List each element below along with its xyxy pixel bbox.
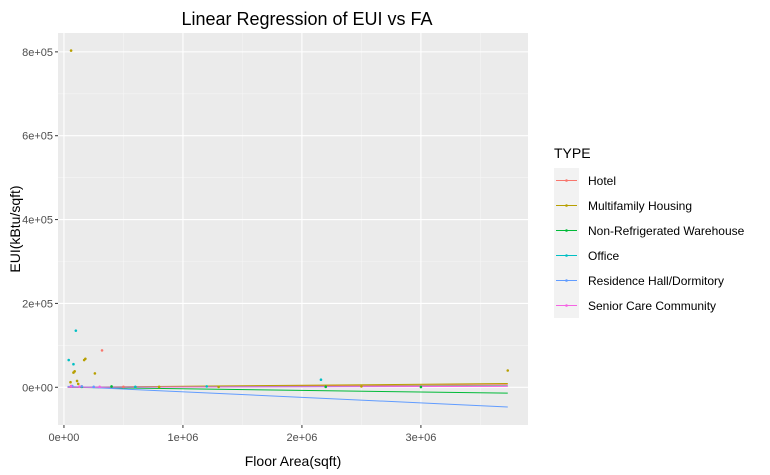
- y-axis-title: EUI(kBtu/sqft): [7, 185, 23, 272]
- data-points: [67, 49, 510, 389]
- point-non-refrigerated-warehouse: [419, 385, 423, 389]
- point-multifamily-housing: [69, 380, 72, 384]
- y-axis: 0e+00 2e+05 4e+05 6e+05 8e+05: [22, 47, 58, 394]
- x-axis-title: Floor Area(sqft): [245, 453, 341, 469]
- y-tick-label: 2e+05: [22, 298, 53, 310]
- legend-label-hotel: Hotel: [588, 174, 616, 188]
- point-multifamily-housing: [69, 49, 73, 52]
- chart-title: Linear Regression of EUI vs FA: [181, 9, 432, 29]
- y-tick-label: 4e+05: [22, 215, 53, 227]
- point-office: [134, 385, 137, 389]
- point-senior-care-community: [69, 385, 73, 388]
- y-tick-label: 6e+05: [22, 131, 53, 143]
- legend-label-office: Office: [588, 249, 619, 263]
- point-multifamily-housing: [360, 385, 363, 388]
- legend-key-point-office: [565, 254, 568, 257]
- point-multifamily-housing: [217, 385, 220, 389]
- plot-panel: [58, 33, 528, 425]
- point-office: [74, 329, 78, 332]
- regression-line-residence-hall-dormitory: [67, 385, 508, 408]
- point-residence-hall-dormitory: [92, 385, 95, 389]
- legend-label-multifamily-housing: Multifamily Housing: [588, 199, 692, 213]
- grid-minor: [58, 33, 528, 425]
- legend-key-point-residence-hall-dormitory: [565, 279, 568, 282]
- x-axis: 0e+00 1e+06 2e+06 3e+06: [48, 425, 436, 444]
- regression-line-non-refrigerated-warehouse: [67, 386, 508, 394]
- y-tick-label: 8e+05: [22, 47, 53, 59]
- point-office: [67, 358, 71, 362]
- point-office: [319, 378, 323, 382]
- point-non-refrigerated-warehouse: [324, 385, 328, 389]
- legend-title: TYPE: [554, 145, 591, 161]
- x-tick-label: 0e+00: [48, 432, 79, 444]
- legend-key-point-non-refrigerated-warehouse: [565, 229, 568, 232]
- regression-line-senior-care-community: [67, 385, 508, 388]
- point-senior-care-community: [98, 385, 101, 389]
- point-residence-hall-dormitory: [80, 385, 84, 388]
- point-multifamily-housing: [506, 369, 510, 372]
- legend: TYPE Hotel Multifamily Housing Non-Refrige…: [554, 145, 745, 318]
- point-multifamily-housing: [82, 358, 86, 362]
- x-tick-label: 3e+06: [405, 432, 436, 444]
- x-tick-label: 1e+06: [167, 432, 198, 444]
- point-senior-care-community: [78, 385, 81, 388]
- point-multifamily-housing: [72, 371, 75, 374]
- legend-label-senior-care-community: Senior Care Community: [588, 299, 716, 313]
- point-office: [205, 385, 209, 388]
- legend-label-non-refrigerated-warehouse: Non-Refrigerated Warehouse: [588, 224, 745, 238]
- x-tick-label: 2e+06: [286, 432, 317, 444]
- legend-key-point-hotel: [565, 179, 568, 182]
- legend-key-point-multifamily-housing: [565, 204, 568, 207]
- y-tick-label: 0e+00: [22, 382, 53, 394]
- legend-label-residence-hall-dormitory: Residence Hall/Dormitory: [588, 274, 724, 288]
- point-multifamily-housing: [76, 382, 80, 386]
- point-hotel: [122, 385, 125, 389]
- point-non-refrigerated-warehouse: [110, 385, 113, 388]
- point-multifamily-housing: [157, 385, 161, 389]
- regression-lines: [67, 382, 508, 408]
- legend-key-point-senior-care-community: [565, 304, 568, 307]
- point-hotel: [100, 349, 104, 352]
- point-multifamily-housing: [75, 379, 79, 383]
- point-office: [72, 362, 75, 366]
- point-multifamily-housing: [93, 372, 97, 375]
